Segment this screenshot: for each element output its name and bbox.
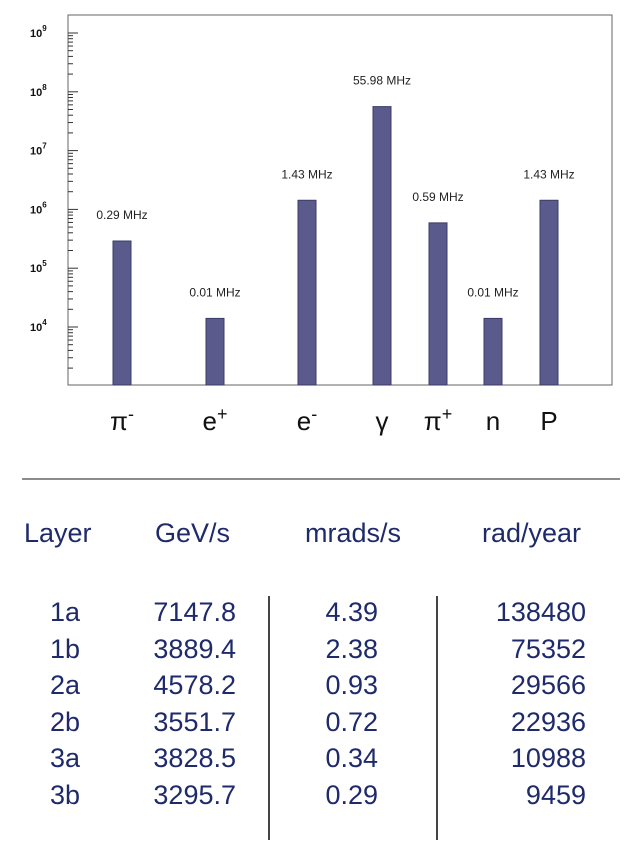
- column-divider: [268, 596, 270, 840]
- bar-data-label: 1.43 MHz: [281, 167, 332, 181]
- header-gev-per-s: GeV/s: [155, 518, 231, 548]
- bar-3: [372, 106, 392, 386]
- table-cell: 3a: [50, 743, 81, 773]
- table-cell: 75352: [510, 633, 586, 664]
- table-cell: 29566: [510, 670, 586, 700]
- x-category-label: e-: [297, 404, 317, 436]
- table-cell: 0.34: [325, 743, 378, 773]
- table-cell: 4578.2: [153, 670, 236, 700]
- plot-frame: [67, 14, 613, 386]
- header-mrads-per-s: mrads/s: [305, 518, 402, 548]
- bar-2: [297, 199, 317, 386]
- section-divider: [22, 478, 620, 480]
- bar-data-label: 55.98 MHz: [353, 74, 411, 88]
- bar-4: [428, 222, 448, 386]
- y-tick-label: 108: [30, 83, 47, 99]
- y-tick-label: 106: [30, 200, 47, 216]
- table-cell: 3295.7: [153, 779, 236, 810]
- x-category-label: π-: [110, 404, 134, 436]
- column-divider: [436, 596, 438, 840]
- table-cell: 2a: [50, 670, 81, 700]
- bar-data-label: 0.29 MHz: [96, 208, 147, 222]
- table-cell: 0.29: [325, 779, 378, 810]
- table-cell: 3828.5: [153, 743, 236, 773]
- table-cell: 3b: [50, 779, 81, 810]
- bar-0: [112, 240, 132, 386]
- bar-data-label: 0.01 MHz: [189, 285, 240, 299]
- chart-svg: 104 105 106 107 108 109 0.29 MHz 0.01 MHz 1.43 M…: [30, 14, 613, 436]
- x-category-label: n: [486, 406, 500, 436]
- table-cell: 22936: [510, 706, 586, 737]
- table-cell: 10988: [510, 743, 586, 773]
- header-rad-per-year: rad/year: [482, 518, 582, 548]
- bar-6: [539, 199, 559, 386]
- table-cell: 9459: [525, 779, 586, 810]
- y-tick-label: 109: [30, 24, 47, 40]
- bar-1: [205, 317, 225, 386]
- table-cell: 1b: [50, 633, 81, 664]
- x-category-label: γ: [376, 406, 389, 436]
- table-cell: 1a: [50, 597, 81, 627]
- bar-data-label: 1.43 MHz: [523, 167, 574, 181]
- table-cell: 2b: [50, 706, 81, 737]
- table-cell: 3889.4: [153, 633, 236, 664]
- table-cell: 0.93: [325, 670, 378, 700]
- radiation-table: Layer GeV/s mrads/s rad/year 1a 7147.8 4.3…: [0, 500, 630, 850]
- header-layer: Layer: [24, 518, 92, 548]
- table-cell: 138480: [495, 597, 586, 627]
- bar-5: [483, 317, 503, 386]
- y-tick-label: 107: [30, 142, 47, 158]
- y-tick-label: 105: [30, 259, 47, 275]
- bar-chart: 104 105 106 107 108 109 0.29 MHz 0.01 MHz 1.43 M…: [30, 14, 613, 436]
- table-cell: 2.38: [325, 633, 378, 664]
- table-cell: 3551.7: [153, 706, 236, 737]
- table-cell: 0.72: [325, 706, 378, 737]
- x-category-label: π+: [424, 404, 452, 436]
- x-category-label: P: [540, 406, 557, 436]
- y-tick-label: 104: [30, 318, 47, 334]
- bar-data-label: 0.01 MHz: [467, 285, 518, 299]
- bar-data-label: 0.59 MHz: [412, 190, 463, 204]
- table-cell: 7147.8: [153, 597, 236, 627]
- x-category-label: e+: [203, 404, 228, 436]
- table-cell: 4.39: [325, 597, 378, 627]
